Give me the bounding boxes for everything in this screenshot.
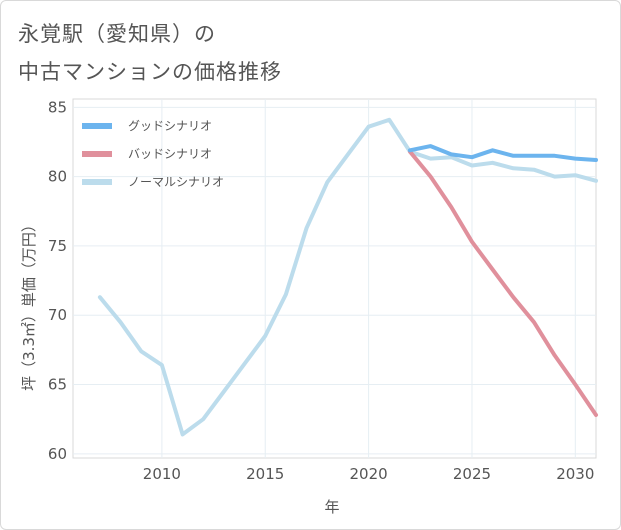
y-axis-title: 坪（3.3㎡）単価（万円） bbox=[20, 217, 38, 391]
x-tick-label: 2020 bbox=[350, 465, 388, 483]
y-tick-label: 70 bbox=[48, 306, 67, 324]
x-tick-label: 2025 bbox=[453, 465, 491, 483]
y-tick-label: 65 bbox=[48, 376, 67, 394]
y-tick-label: 75 bbox=[48, 237, 67, 255]
x-axis-title: 年 bbox=[324, 498, 339, 516]
plot-area bbox=[72, 98, 597, 459]
x-tick-label: 2015 bbox=[246, 465, 284, 483]
y-tick-label: 60 bbox=[48, 445, 67, 463]
tick-labels: 60 65 70 75 80 85 2010 2015 2020 2025 2030 bbox=[48, 98, 595, 483]
legend-label: グッドシナリオ bbox=[128, 119, 212, 133]
legend-label: ノーマルシナリオ bbox=[128, 175, 224, 189]
grid-lines bbox=[73, 99, 596, 458]
y-tick-label: 85 bbox=[48, 98, 67, 116]
series-line-0 bbox=[408, 144, 598, 162]
chart-title-line1: 永覚駅（愛知県）の bbox=[18, 22, 216, 46]
y-tick-label: 80 bbox=[48, 168, 67, 186]
x-tick-label: 2030 bbox=[556, 465, 594, 483]
legend-label: バッドシナリオ bbox=[128, 147, 212, 161]
series-line-1 bbox=[408, 149, 598, 417]
series-line-2 bbox=[97, 117, 598, 437]
x-tick-label: 2010 bbox=[143, 465, 181, 483]
chart-title-line2: 中古マンションの価格推移 bbox=[18, 60, 282, 84]
series-lines bbox=[97, 117, 598, 437]
